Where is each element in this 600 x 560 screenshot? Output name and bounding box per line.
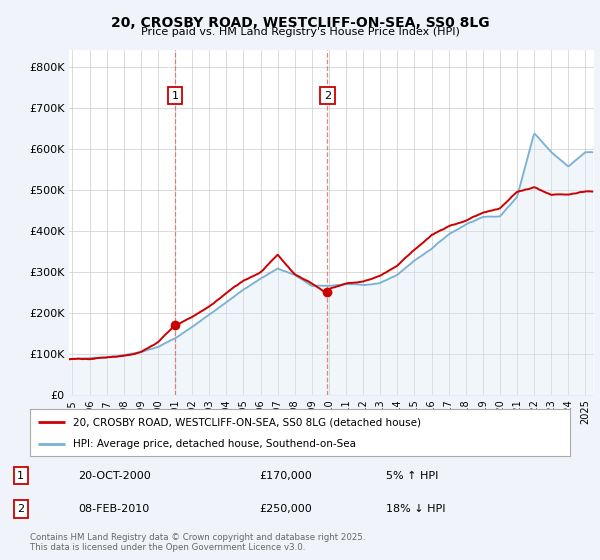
Text: 20, CROSBY ROAD, WESTCLIFF-ON-SEA, SS0 8LG (detached house): 20, CROSBY ROAD, WESTCLIFF-ON-SEA, SS0 8…: [73, 417, 421, 427]
Text: 18% ↓ HPI: 18% ↓ HPI: [386, 504, 446, 514]
Text: £170,000: £170,000: [260, 470, 313, 480]
Text: 5% ↑ HPI: 5% ↑ HPI: [386, 470, 439, 480]
Text: Price paid vs. HM Land Registry's House Price Index (HPI): Price paid vs. HM Land Registry's House …: [140, 27, 460, 37]
Text: £250,000: £250,000: [260, 504, 313, 514]
Text: This data is licensed under the Open Government Licence v3.0.: This data is licensed under the Open Gov…: [30, 543, 305, 552]
Text: 1: 1: [172, 91, 179, 100]
Text: 2: 2: [323, 91, 331, 100]
Text: 20, CROSBY ROAD, WESTCLIFF-ON-SEA, SS0 8LG: 20, CROSBY ROAD, WESTCLIFF-ON-SEA, SS0 8…: [110, 16, 490, 30]
Text: 20-OCT-2000: 20-OCT-2000: [78, 470, 151, 480]
Text: 2: 2: [17, 504, 24, 514]
Text: 08-FEB-2010: 08-FEB-2010: [78, 504, 149, 514]
Text: Contains HM Land Registry data © Crown copyright and database right 2025.: Contains HM Land Registry data © Crown c…: [30, 533, 365, 542]
Text: HPI: Average price, detached house, Southend-on-Sea: HPI: Average price, detached house, Sout…: [73, 439, 356, 449]
Text: 1: 1: [17, 470, 24, 480]
